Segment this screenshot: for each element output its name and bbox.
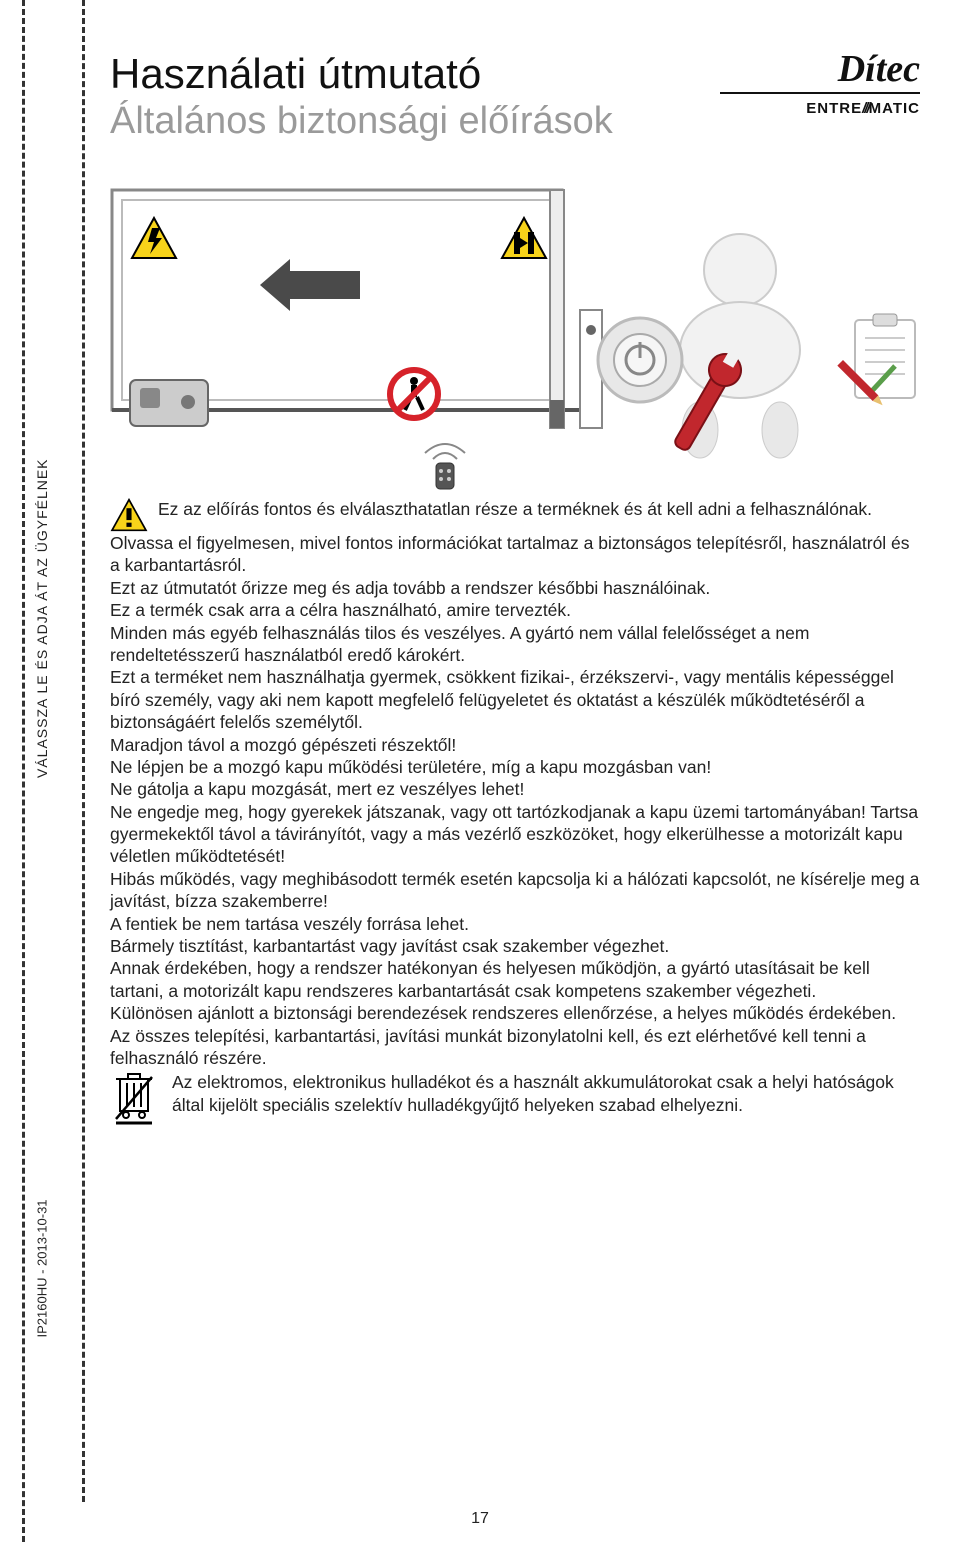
illustration-svg [110, 170, 920, 490]
hero-illustration [110, 170, 920, 490]
warning-triangle-icon [110, 498, 148, 532]
body-p5: Ezt a terméket nem használhatja gyermek,… [110, 666, 920, 733]
weee-bin-icon [110, 1071, 158, 1125]
body-p9: Ne engedje meg, hogy gyerekek játszanak,… [110, 801, 920, 868]
page-subtitle: Általános biztonsági előírások [110, 100, 613, 144]
page-number: 17 [471, 1510, 489, 1528]
waste-text: Az elektromos, elektronikus hulladékot é… [172, 1071, 920, 1116]
logo-divider [720, 92, 920, 94]
body-p15: Az összes telepítési, karbantartási, jav… [110, 1025, 920, 1070]
logo-ditec: Dítec [720, 50, 920, 88]
body-text: Ez az előírás fontos és elválaszthatatla… [110, 498, 920, 1125]
header: Használati útmutató Általános biztonsági… [110, 50, 920, 144]
body-p8: Ne gátolja a kapu mozgását, mert ez vesz… [110, 778, 920, 800]
brand-logo: Dítec ENTRE///MATIC [720, 50, 920, 117]
body-p13: Annak érdekében, hogy a rendszer hatékon… [110, 957, 920, 1002]
page-title: Használati útmutató [110, 50, 613, 98]
title-block: Használati útmutató Általános biztonsági… [110, 50, 613, 144]
page-content: Használati útmutató Általános biztonsági… [110, 50, 920, 1502]
tear-line-inner [82, 0, 85, 1502]
body-p7: Ne lépjen be a mozgó kapu működési terül… [110, 756, 920, 778]
warning-text: Ez az előírás fontos és elválaszthatatla… [158, 498, 872, 520]
body-p1: Olvassa el figyelmesen, mivel fontos inf… [110, 532, 920, 577]
body-p12: Bármely tisztítást, karbantartást vagy j… [110, 935, 920, 957]
body-p11: A fentiek be nem tartása veszély forrása… [110, 913, 920, 935]
sidebar-detach-label: VÁLASSZA LE ÉS ADJA ÁT AZ ÜGYFÉLNEK [34, 458, 50, 778]
body-p6: Maradjon távol a mozgó gépészeti részekt… [110, 734, 920, 756]
tear-line-outer [22, 0, 25, 1542]
document-id: IP2160HU - 2013-10-31 [35, 1199, 50, 1337]
body-p14: Különösen ajánlott a biztonsági berendez… [110, 1002, 920, 1024]
body-p2: Ezt az útmutatót őrizze meg és adja tová… [110, 577, 920, 599]
body-p4: Minden más egyéb felhasználás tilos és v… [110, 622, 920, 667]
logo-entrematic: ENTRE///MATIC [720, 100, 920, 117]
body-p3: Ez a termék csak arra a célra használhat… [110, 599, 920, 621]
body-p10: Hibás működés, vagy meghibásodott termék… [110, 868, 920, 913]
